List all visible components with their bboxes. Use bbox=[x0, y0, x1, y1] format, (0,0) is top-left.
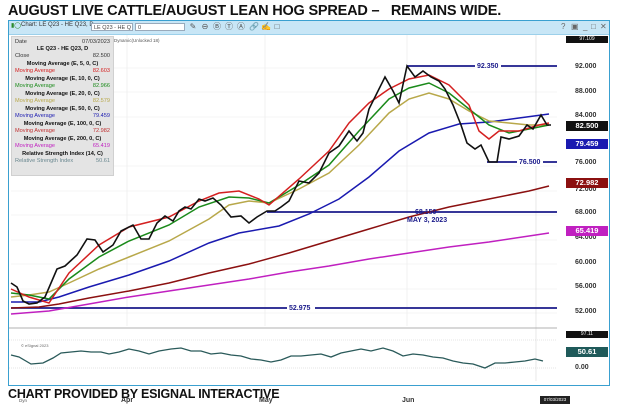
legend-study-header: Moving Average (E, 10, 0, C) bbox=[25, 76, 100, 82]
chart-status-icon: ▮◯ bbox=[11, 23, 22, 29]
axis-tick: 72.000 bbox=[575, 186, 597, 193]
axis-tick: 64.000 bbox=[575, 234, 597, 241]
axis-tick: 84.000 bbox=[575, 112, 597, 119]
legend-date-label: Date bbox=[15, 39, 27, 45]
axis-tick: 88.000 bbox=[575, 88, 597, 95]
dyn-button[interactable]: Dyn bbox=[19, 398, 28, 403]
legend-study-value: 65.419 bbox=[92, 143, 110, 149]
legend-date-value: 07/03/2023 bbox=[82, 39, 110, 45]
price-chart[interactable]: 92.350 76.500 68.150 MAY 3, 2023 52.975 bbox=[9, 35, 609, 385]
legend-study-label: Relative Strength Index bbox=[15, 158, 74, 164]
annotation-low-mar: 52.975 bbox=[289, 305, 311, 312]
legend-study-header: Relative Strength Index (14, C) bbox=[22, 151, 103, 157]
legend-close-label: Close bbox=[15, 53, 30, 59]
annotation-low-jun: 76.500 bbox=[519, 159, 541, 166]
annotation-high: 92.350 bbox=[477, 63, 499, 70]
legend-study-label: Moving Average bbox=[15, 83, 56, 89]
dynamic-label: Dynamic(Unlocked 18) bbox=[114, 38, 160, 43]
axis-tick: 52.000 bbox=[575, 308, 597, 315]
legend-symbol: LE Q23 - HE Q23, D bbox=[36, 46, 89, 52]
minus-circle-icon[interactable]: ⊖ bbox=[201, 22, 209, 31]
axis-tick: 68.000 bbox=[575, 209, 597, 216]
window-titlebar: ▮◯ Chart: LE Q23 - HE Q23, D LE Q23 - HE… bbox=[9, 21, 609, 35]
symbol-input[interactable]: LE Q23 - HE Q bbox=[91, 23, 133, 31]
month-label: May bbox=[259, 397, 273, 404]
data-window-legend: Date 07/03/2023 LE Q23 - HE Q23, D Close… bbox=[11, 36, 114, 176]
a-circle-icon[interactable]: Ⓐ bbox=[237, 22, 245, 31]
link-icon[interactable]: 🔗 bbox=[249, 22, 259, 31]
rsi-value-tag: 50.61 bbox=[566, 347, 608, 357]
t-circle-icon[interactable]: Ⓣ bbox=[225, 22, 233, 31]
comment-icon[interactable]: □ bbox=[274, 22, 280, 31]
legend-study-label: Moving Average bbox=[15, 98, 56, 104]
legend-study-label: Moving Average bbox=[15, 128, 56, 134]
legend-study-label: Moving Average bbox=[15, 113, 56, 119]
legend-study-value: 50.61 bbox=[96, 158, 110, 164]
legend-study-label: Moving Average bbox=[15, 68, 56, 74]
axis-top-tag: 97.109 bbox=[566, 36, 608, 43]
legend-study-value: 79.459 bbox=[92, 113, 110, 119]
legend-study-header: Moving Average (E, 50, 0, C) bbox=[25, 106, 100, 112]
legend-close-value: 82.500 bbox=[92, 53, 110, 59]
legend-study-value: 82.579 bbox=[92, 98, 110, 104]
ema100-tag: 72.982 bbox=[566, 178, 608, 188]
close-button[interactable]: ✕ bbox=[600, 22, 607, 31]
legend-study-header: Moving Average (E, 5, 0, C) bbox=[26, 61, 99, 67]
legend-study-header: Moving Average (E, 200, 0, C) bbox=[23, 136, 102, 142]
month-label: Apr bbox=[121, 397, 134, 404]
axis-tick: 92.000 bbox=[575, 63, 597, 70]
close-price-tag: 82.500 bbox=[566, 121, 608, 131]
help-button[interactable]: ? bbox=[561, 22, 566, 31]
pencil-icon[interactable]: ✎ bbox=[189, 22, 197, 31]
annotation-support-date: MAY 3, 2023 bbox=[407, 217, 447, 224]
legend-study-label: Moving Average bbox=[15, 143, 56, 149]
axis-tick: 56.000 bbox=[575, 283, 597, 290]
rsi-top-tag: 97.11 bbox=[566, 331, 608, 338]
axis-tick: 60.000 bbox=[575, 259, 597, 266]
ema50-tag: 79.459 bbox=[566, 139, 608, 149]
chart-caption: CHART PROVIDED BY ESIGNAL INTERACTIVE bbox=[8, 387, 280, 401]
chart-window: ▮◯ Chart: LE Q23 - HE Q23, D LE Q23 - HE… bbox=[8, 20, 610, 404]
interval-select[interactable]: 0 bbox=[135, 23, 185, 31]
legend-study-header: Moving Average (E, 100, 0, C) bbox=[23, 121, 102, 127]
axis-tick: 76.000 bbox=[575, 159, 597, 166]
window-title: Chart: LE Q23 - HE Q23, D bbox=[21, 22, 94, 28]
link-window-icon[interactable]: ▣ bbox=[571, 22, 579, 31]
legend-study-value: 82.966 bbox=[92, 83, 110, 89]
minimize-button[interactable]: _ bbox=[583, 22, 588, 31]
edit-note-icon[interactable]: ✍ bbox=[261, 22, 271, 31]
rsi-axis-zero: 0.00 bbox=[575, 364, 589, 371]
maximize-button[interactable]: □ bbox=[591, 22, 596, 31]
ema200-tag: 65.419 bbox=[566, 226, 608, 236]
annotation-support: 68.150 bbox=[415, 209, 437, 216]
legend-study-value: 72.982 bbox=[92, 128, 110, 134]
legend-study-header: Moving Average (E, 20, 0, C) bbox=[25, 91, 100, 97]
page-title: AUGUST LIVE CATTLE/AUGUST LEAN HOG SPREA… bbox=[8, 3, 502, 19]
legend-study-value: 82.603 bbox=[92, 68, 110, 74]
esignal-watermark: © eSignal 2023 bbox=[21, 343, 49, 348]
current-date-tag: 07/03/2023 bbox=[540, 396, 570, 404]
month-label: Jun bbox=[402, 397, 415, 404]
b-circle-icon[interactable]: Ⓑ bbox=[213, 22, 221, 31]
